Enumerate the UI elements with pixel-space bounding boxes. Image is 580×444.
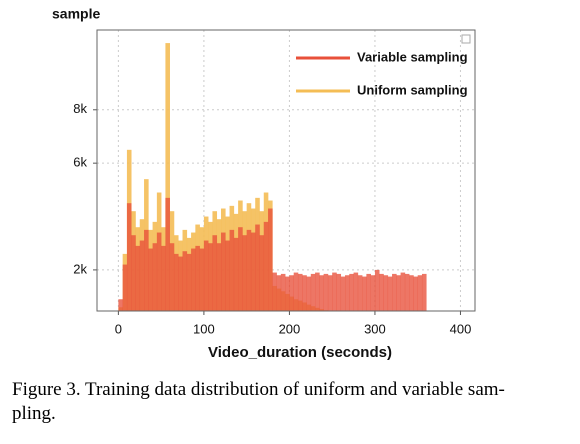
legend-label: Uniform sampling [357,82,468,97]
bar [272,272,277,311]
bar [302,275,307,311]
bar [306,276,312,311]
bar [221,232,226,311]
bar [370,275,376,311]
caption-line: Figure 3. Training data distribution of … [12,379,505,400]
bar [379,273,384,311]
bar [383,275,389,311]
bar [199,248,205,311]
bar [233,237,239,311]
bar [122,264,128,311]
x-tick-label: 0 [115,321,122,336]
bar [285,276,290,311]
bar [135,245,141,311]
bar [152,243,158,311]
bar [118,299,123,311]
bar [195,245,200,311]
y-tick-label: 2k [73,261,87,276]
bar [349,273,354,311]
bar [396,275,401,311]
x-tick-label: 100 [193,321,215,336]
y-tick-label: 6k [73,155,87,170]
bar [212,235,218,311]
bar [191,248,196,311]
bar [242,235,247,311]
bar [340,276,346,311]
bar [165,197,170,311]
bar [387,276,393,311]
x-tick-label: 200 [279,321,301,336]
bar [362,276,367,311]
bar [144,229,149,311]
bar [182,251,188,311]
bar [289,275,294,311]
bar [263,221,269,311]
bar [156,232,162,311]
bar [250,232,256,311]
y-tick-label: 8k [73,101,87,116]
bar [353,272,359,311]
legend-label: Variable sampling [357,49,468,64]
bar [276,275,282,311]
bar [238,227,243,311]
bar [345,275,350,311]
bar [319,275,324,311]
legend-toggle[interactable] [461,34,471,44]
bar [409,275,414,311]
caption-line: pling. [12,403,56,424]
bar [255,224,260,311]
bar [404,273,410,311]
bar [203,240,209,311]
bar [392,273,397,311]
bar [336,273,342,311]
bar [186,253,192,311]
bar [297,273,303,311]
bar [400,272,406,311]
bar [126,203,132,311]
bar [173,253,179,311]
bar [161,245,166,311]
bar [315,272,320,311]
bar [293,272,299,311]
caption: Figure 3. Training data distribution of … [12,378,572,426]
bar [374,269,380,311]
bar [357,275,363,311]
y-axis-label: sample [52,6,100,22]
bar [366,273,371,311]
x-tick-label: 400 [450,321,472,336]
bar [327,275,333,311]
bar [310,273,316,311]
bar [259,235,265,311]
bar [208,243,213,311]
bar [216,243,222,311]
bar [229,229,235,311]
bar [148,248,153,311]
bar [323,273,329,311]
bar [332,272,337,311]
x-tick-label: 300 [364,321,386,336]
bar [413,276,419,311]
bar [225,240,230,311]
bar [421,273,427,311]
bar [178,256,183,311]
bar [139,240,145,311]
bar [165,43,170,311]
bar [169,243,175,311]
bar [280,273,286,311]
bar [417,275,423,311]
bar [268,208,273,311]
x-axis-label: Video_duration (seconds) [208,344,392,361]
plot-frame [96,29,476,312]
bar [246,229,252,311]
bar [131,235,136,311]
chart: sample Video_duration (seconds) 2k 6k 8k 0 1… [52,6,476,361]
